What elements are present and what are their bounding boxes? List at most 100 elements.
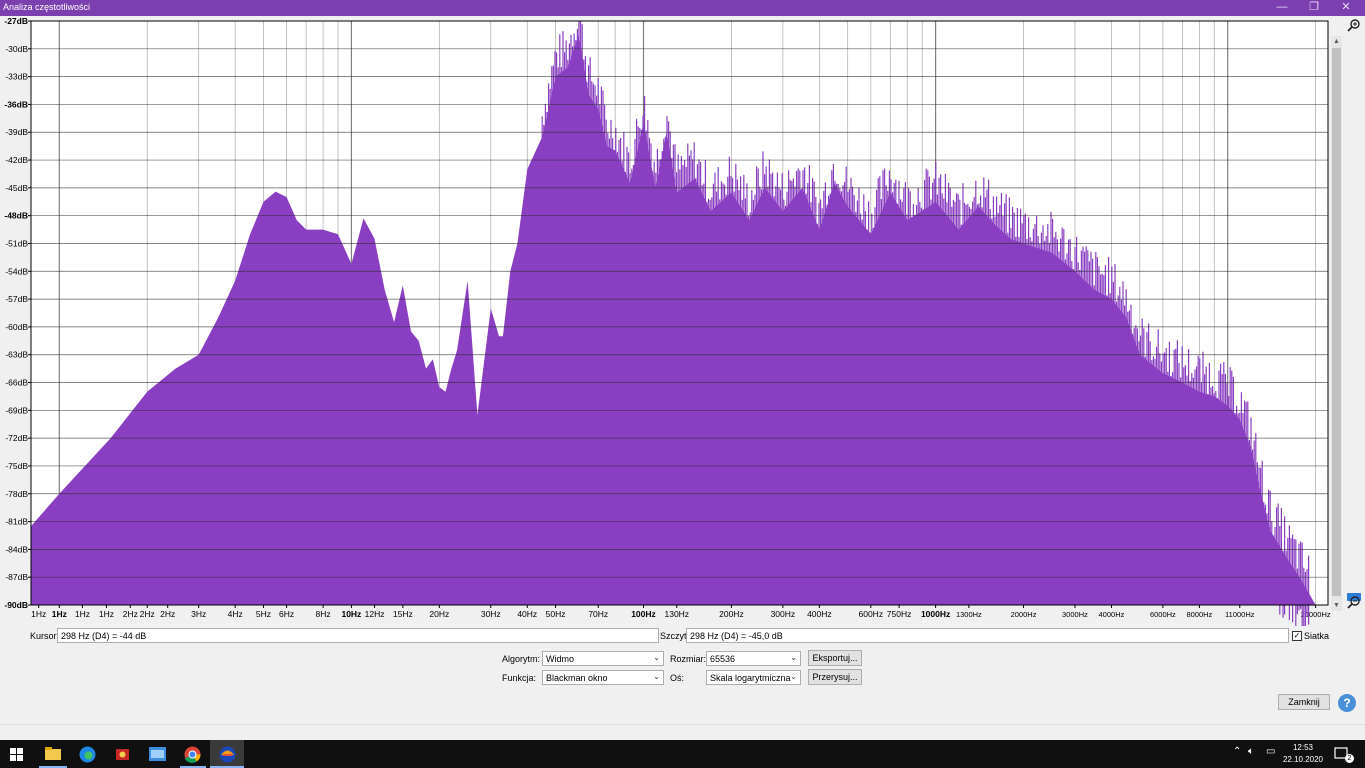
plot-frame	[30, 20, 1329, 606]
y-tick-label: -36dB	[4, 99, 28, 109]
file-explorer-icon[interactable]	[45, 747, 61, 760]
help-icon[interactable]: ?	[1338, 694, 1356, 712]
x-tick-label: 40Hz	[517, 609, 537, 619]
edge-icon[interactable]	[79, 746, 96, 763]
x-tick-label: 4000Hz	[1099, 610, 1125, 619]
x-tick-label: 20000Hz	[1301, 610, 1331, 619]
x-tick-label: 2Hz	[123, 609, 138, 619]
mail-icon[interactable]	[149, 747, 166, 761]
y-tick-label: -45dB	[5, 183, 28, 193]
x-tick-label: 3000Hz	[1062, 610, 1088, 619]
close-window-button[interactable]: ✕	[1341, 1, 1351, 13]
x-tick-label: 300Hz	[771, 609, 796, 619]
y-tick-label: -57dB	[5, 294, 28, 304]
spectrum-chart[interactable]: -27dB -30dB -33dB -36dB -39dB -42dB -45dB -48dB…	[0, 16, 1365, 626]
explorer-running-indicator	[39, 766, 67, 768]
y-tick-label: -72dB	[5, 433, 28, 443]
axis-value: Skala logarytmiczna	[710, 673, 791, 683]
y-tick-label: -27dB	[4, 16, 28, 26]
x-tick-label: 1300Hz	[956, 610, 982, 619]
size-label: Rozmiar:	[670, 654, 707, 664]
restore-button[interactable]: ❐	[1309, 1, 1319, 13]
window-title: Analiza częstotliwości	[3, 2, 91, 12]
size-value: 65536	[710, 654, 736, 664]
y-tick-label: -81dB	[5, 517, 28, 527]
clock-time: 12:53	[1292, 743, 1313, 752]
chevron-down-icon: ⌄	[653, 653, 660, 662]
x-tick-label: 5Hz	[256, 609, 271, 619]
chrome-running-indicator	[180, 766, 206, 768]
minimize-button[interactable]: —	[1276, 1, 1288, 13]
x-tick-label: 2Hz	[140, 609, 155, 619]
speaker-icon[interactable]: 🔈︎	[1248, 746, 1254, 757]
axis-select[interactable]: Skala logarytmiczna ⌄	[706, 670, 801, 685]
spectrum-plot-area[interactable]: -27dB -30dB -33dB -36dB -39dB -42dB -45dB -48dB…	[0, 16, 1365, 626]
x-axis-labels: 1Hz 1Hz 1Hz 1Hz 2Hz 2Hz 2Hz 3Hz 4Hz 5Hz 6Hz 8Hz 10Hz…	[31, 605, 1331, 619]
y-axis-labels: -27dB -30dB -33dB -36dB -39dB -42dB -45dB -48dB…	[4, 16, 31, 610]
x-tick-label: 1Hz	[99, 609, 114, 619]
function-label: Funkcja:	[502, 673, 537, 683]
zoom-out-icon[interactable]	[1347, 595, 1361, 609]
function-select[interactable]: Blackman okno ⌄	[542, 670, 664, 685]
cursor-label: Kursor:	[30, 631, 60, 641]
zoom-in-icon[interactable]	[1347, 18, 1361, 32]
notification-icon[interactable]	[1334, 747, 1350, 761]
x-tick-label: 200Hz	[719, 609, 744, 619]
scrollbar-thumb[interactable]	[1332, 48, 1341, 596]
x-tick-label: 6Hz	[279, 609, 294, 619]
x-tick-label: 20Hz	[429, 609, 449, 619]
scroll-up-arrow-icon[interactable]: ▲	[1333, 38, 1340, 45]
chrome-icon[interactable]	[184, 746, 201, 763]
grid-checkbox[interactable]: ✓	[1292, 631, 1302, 641]
chevron-up-icon[interactable]: ⌃	[1233, 746, 1242, 757]
status-bar	[0, 724, 1365, 740]
close-button[interactable]: Zamknij	[1278, 694, 1330, 710]
x-tick-label: 11000Hz	[1225, 610, 1255, 619]
export-button[interactable]: Eksportuj...	[808, 650, 862, 666]
clock[interactable]: 12:53 22.10.2020	[1283, 742, 1323, 766]
windows-start-icon[interactable]	[10, 748, 23, 761]
size-select[interactable]: 65536 ⌄	[706, 651, 801, 666]
x-tick-label: 1Hz	[52, 609, 67, 619]
network-icon[interactable]: ▭	[1266, 746, 1276, 757]
chevron-down-icon: ⌄	[790, 653, 797, 662]
x-tick-label: 70Hz	[588, 609, 608, 619]
audacity-running-indicator	[210, 766, 244, 768]
y-tick-label: -48dB	[4, 211, 28, 221]
app-red-icon[interactable]	[114, 746, 131, 763]
x-tick-label: 1Hz	[31, 609, 46, 619]
axis-label: Oś:	[670, 673, 685, 683]
x-tick-label: 6000Hz	[1150, 610, 1176, 619]
chevron-down-icon: ⌄	[653, 672, 660, 681]
x-tick-label: 12Hz	[365, 609, 385, 619]
y-tick-label: -60dB	[5, 322, 28, 332]
y-tick-label: -78dB	[5, 489, 28, 499]
vertical-zoom-scrollbar[interactable]: ▲ ▼	[1331, 36, 1342, 611]
redraw-button[interactable]: Przerysuj...	[808, 669, 862, 685]
audacity-icon[interactable]	[219, 746, 236, 763]
taskbar: ⌃ 🔈︎ ▭ 12:53 22.10.2020 2	[0, 740, 1365, 768]
y-tick-label: -51dB	[5, 238, 28, 248]
x-tick-label: 100Hz	[631, 609, 656, 619]
x-tick-label: 1Hz	[75, 609, 90, 619]
x-tick-label: 15Hz	[393, 609, 413, 619]
y-tick-label: -42dB	[5, 155, 28, 165]
x-tick-label: 3Hz	[191, 609, 206, 619]
x-tick-label: 2Hz	[160, 609, 175, 619]
y-tick-label: -33dB	[5, 72, 28, 82]
x-tick-label: 750Hz	[887, 609, 912, 619]
y-tick-label: -39dB	[5, 127, 28, 137]
scroll-down-arrow-icon[interactable]: ▼	[1333, 602, 1340, 609]
clock-date: 22.10.2020	[1282, 755, 1323, 764]
algorithm-value: Widmo	[546, 654, 575, 664]
x-tick-label: 600Hz	[859, 609, 884, 619]
readout-row: Kursor: 298 Hz (D4) = -44 dB Szczyt: 298…	[0, 628, 1365, 644]
x-tick-label: 4Hz	[228, 609, 243, 619]
y-tick-label: -66dB	[5, 378, 28, 388]
chevron-down-icon: ⌄	[790, 672, 797, 681]
y-tick-label: -63dB	[5, 350, 28, 360]
y-tick-label: -87dB	[5, 572, 28, 582]
algorithm-select[interactable]: Widmo ⌄	[542, 651, 664, 666]
x-tick-label: 1000Hz	[921, 609, 950, 619]
x-tick-label: 30Hz	[481, 609, 501, 619]
